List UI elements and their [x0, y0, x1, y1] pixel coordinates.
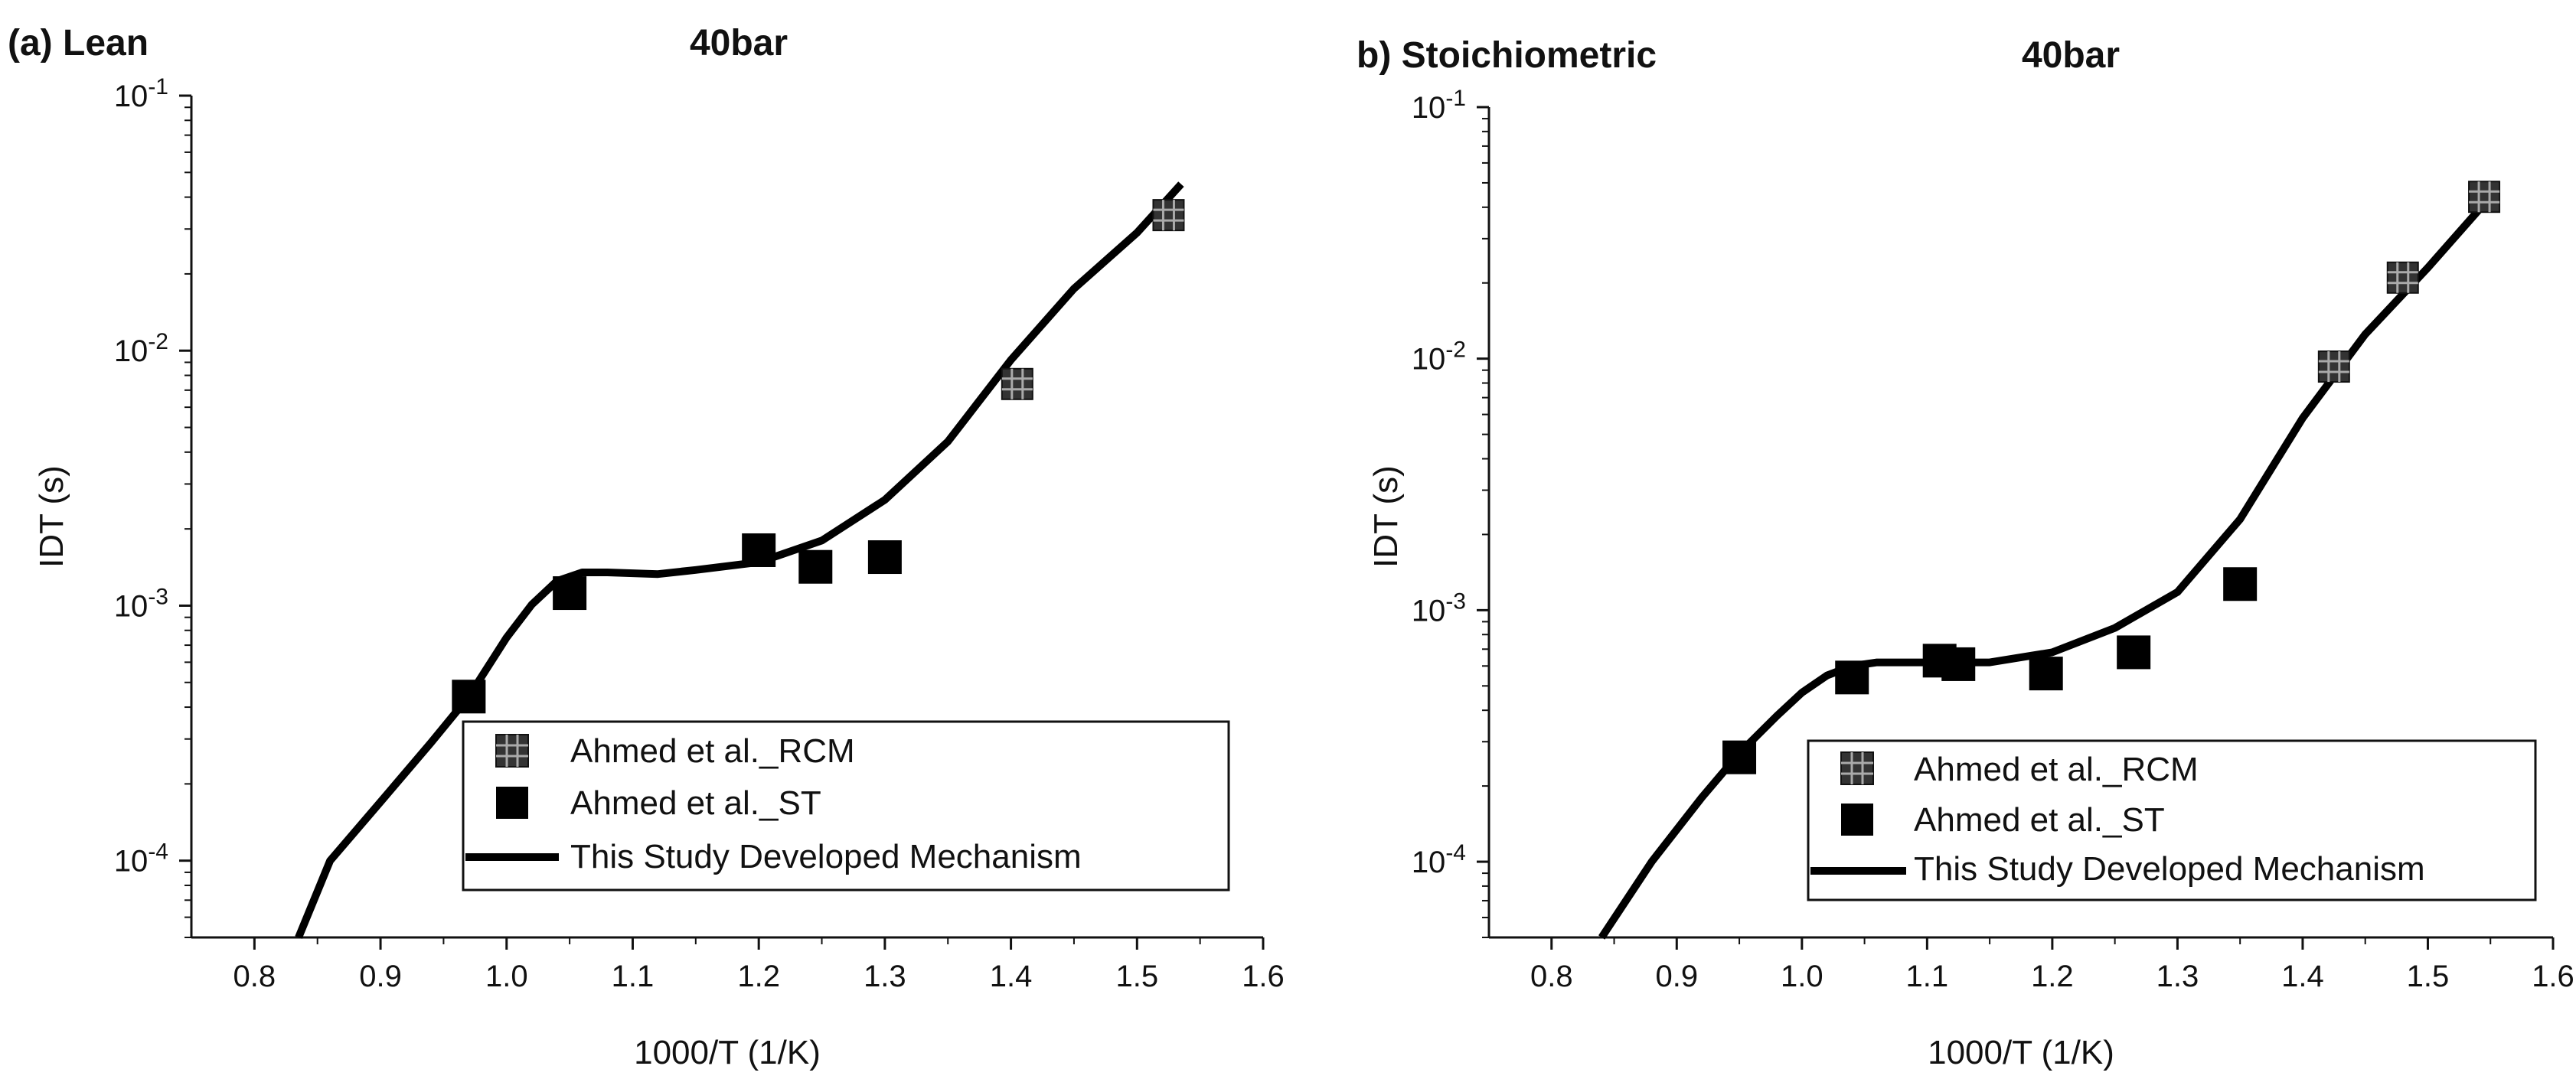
- y-tick-label: 10-4: [1412, 840, 1466, 879]
- chart-title: 40bar: [690, 23, 788, 64]
- x-axis-title: 1000/T (1/K): [1928, 1034, 2114, 1071]
- legend-rcm-marker: [495, 734, 529, 768]
- legend-st-marker: [1841, 804, 1873, 836]
- y-tick-label: 10-4: [114, 839, 168, 879]
- x-tick-label: 0.8: [1530, 960, 1573, 993]
- st-data-point: [798, 549, 833, 584]
- st-data-point: [553, 576, 587, 611]
- y-axis-title: IDT (s): [1367, 465, 1405, 568]
- legend-box: [462, 720, 1230, 892]
- panel-label: b) Stoichiometric: [1357, 35, 1657, 76]
- x-tick-label: 1.4: [2281, 960, 2324, 993]
- rcm-marker-hatch: [1153, 200, 1184, 231]
- x-tick-label: 1.6: [2532, 960, 2574, 993]
- rcm-marker-body: [1152, 199, 1185, 232]
- legend-st-marker: [496, 787, 528, 819]
- y-tick-label: 10-1: [1412, 86, 1466, 125]
- legend: Ahmed et al._RCM Ahmed et al._ST This St…: [462, 720, 1230, 892]
- x-tick-label: 1.3: [864, 960, 906, 993]
- legend-mechanism-label: This Study Developed Mechanism: [570, 838, 1082, 875]
- rcm-data-point: [2317, 350, 2350, 383]
- legend: Ahmed et al._RCM Ahmed et al._ST This St…: [1807, 739, 2537, 901]
- y-tick-label: 10-3: [114, 584, 168, 623]
- st-data-point: [2117, 635, 2151, 670]
- y-tick-label: 10-1: [114, 74, 168, 113]
- x-tick-label: 1.2: [737, 960, 780, 993]
- x-tick-label: 1.1: [1906, 960, 1949, 993]
- st-data-point: [2223, 567, 2258, 601]
- legend-rcm-label: Ahmed et al._RCM: [1914, 751, 2199, 788]
- x-tick-label: 1.3: [2156, 960, 2199, 993]
- legend-box: [1807, 739, 2537, 901]
- rcm-marker-hatch: [2318, 351, 2349, 383]
- rcm-marker-body: [2386, 261, 2419, 294]
- panel-stoichiometric: b) Stoichiometric 40bar 0.8 0.9 1.0 1.1 1.2 1…: [1357, 35, 2574, 1071]
- y-tick-label: 10-3: [1412, 588, 1466, 628]
- legend-mechanism-label: This Study Developed Mechanism: [1914, 850, 2425, 888]
- rcm-data-point: [1001, 367, 1033, 400]
- st-data-point: [1835, 660, 1869, 695]
- rcm-data-point: [2386, 261, 2419, 294]
- mechanism-line: [295, 181, 1184, 939]
- x-tick-label: 0.9: [359, 960, 402, 993]
- legend-rcm-marker: [1840, 751, 1874, 785]
- chart-title: 40bar: [2022, 35, 2120, 76]
- x-tick-label: 1.1: [612, 960, 655, 993]
- legend-rcm-label: Ahmed et al._RCM: [570, 732, 855, 770]
- y-axis-title: IDT (s): [33, 465, 70, 568]
- st-data-point: [1941, 647, 1976, 681]
- y-tick-label: 10-2: [1412, 337, 1466, 377]
- rcm-marker-hatch: [1001, 368, 1033, 399]
- rcm-marker-body: [2468, 181, 2501, 214]
- panel-lean: (a) Lean 40bar 0.8 0.9 1.0 1.1 1.2 1.3 1.4 1.5 1…: [8, 23, 1285, 1071]
- x-tick-label: 1.5: [2407, 960, 2450, 993]
- x-tick-label: 1.0: [1781, 960, 1823, 993]
- st-data-point: [452, 680, 486, 714]
- rcm-data-point: [2468, 181, 2501, 214]
- y-tick-label: 10-2: [114, 329, 168, 368]
- rcm-marker-body: [2317, 350, 2350, 383]
- x-tick-label: 1.6: [1242, 960, 1285, 993]
- x-axis-title: 1000/T (1/K): [634, 1034, 821, 1071]
- st-data-point: [867, 540, 902, 575]
- rcm-marker-hatch: [2469, 181, 2500, 213]
- x-tick-label: 0.9: [1655, 960, 1698, 993]
- legend-st-label: Ahmed et al._ST: [570, 784, 821, 822]
- st-data-point: [742, 533, 776, 567]
- x-tick-label: 1.4: [990, 960, 1033, 993]
- rcm-marker-body: [1001, 367, 1033, 400]
- rcm-marker-hatch: [2387, 262, 2418, 293]
- x-tick-label: 1.5: [1115, 960, 1158, 993]
- st-data-point: [1722, 740, 1757, 774]
- legend-st-label: Ahmed et al._ST: [1914, 801, 2165, 839]
- st-data-point: [2029, 657, 2063, 691]
- rcm-data-point: [1152, 199, 1185, 232]
- panel-label: (a) Lean: [8, 23, 149, 64]
- x-tick-label: 1.0: [485, 960, 528, 993]
- x-tick-label: 0.8: [233, 960, 276, 993]
- x-tick-label: 1.2: [2031, 960, 2074, 993]
